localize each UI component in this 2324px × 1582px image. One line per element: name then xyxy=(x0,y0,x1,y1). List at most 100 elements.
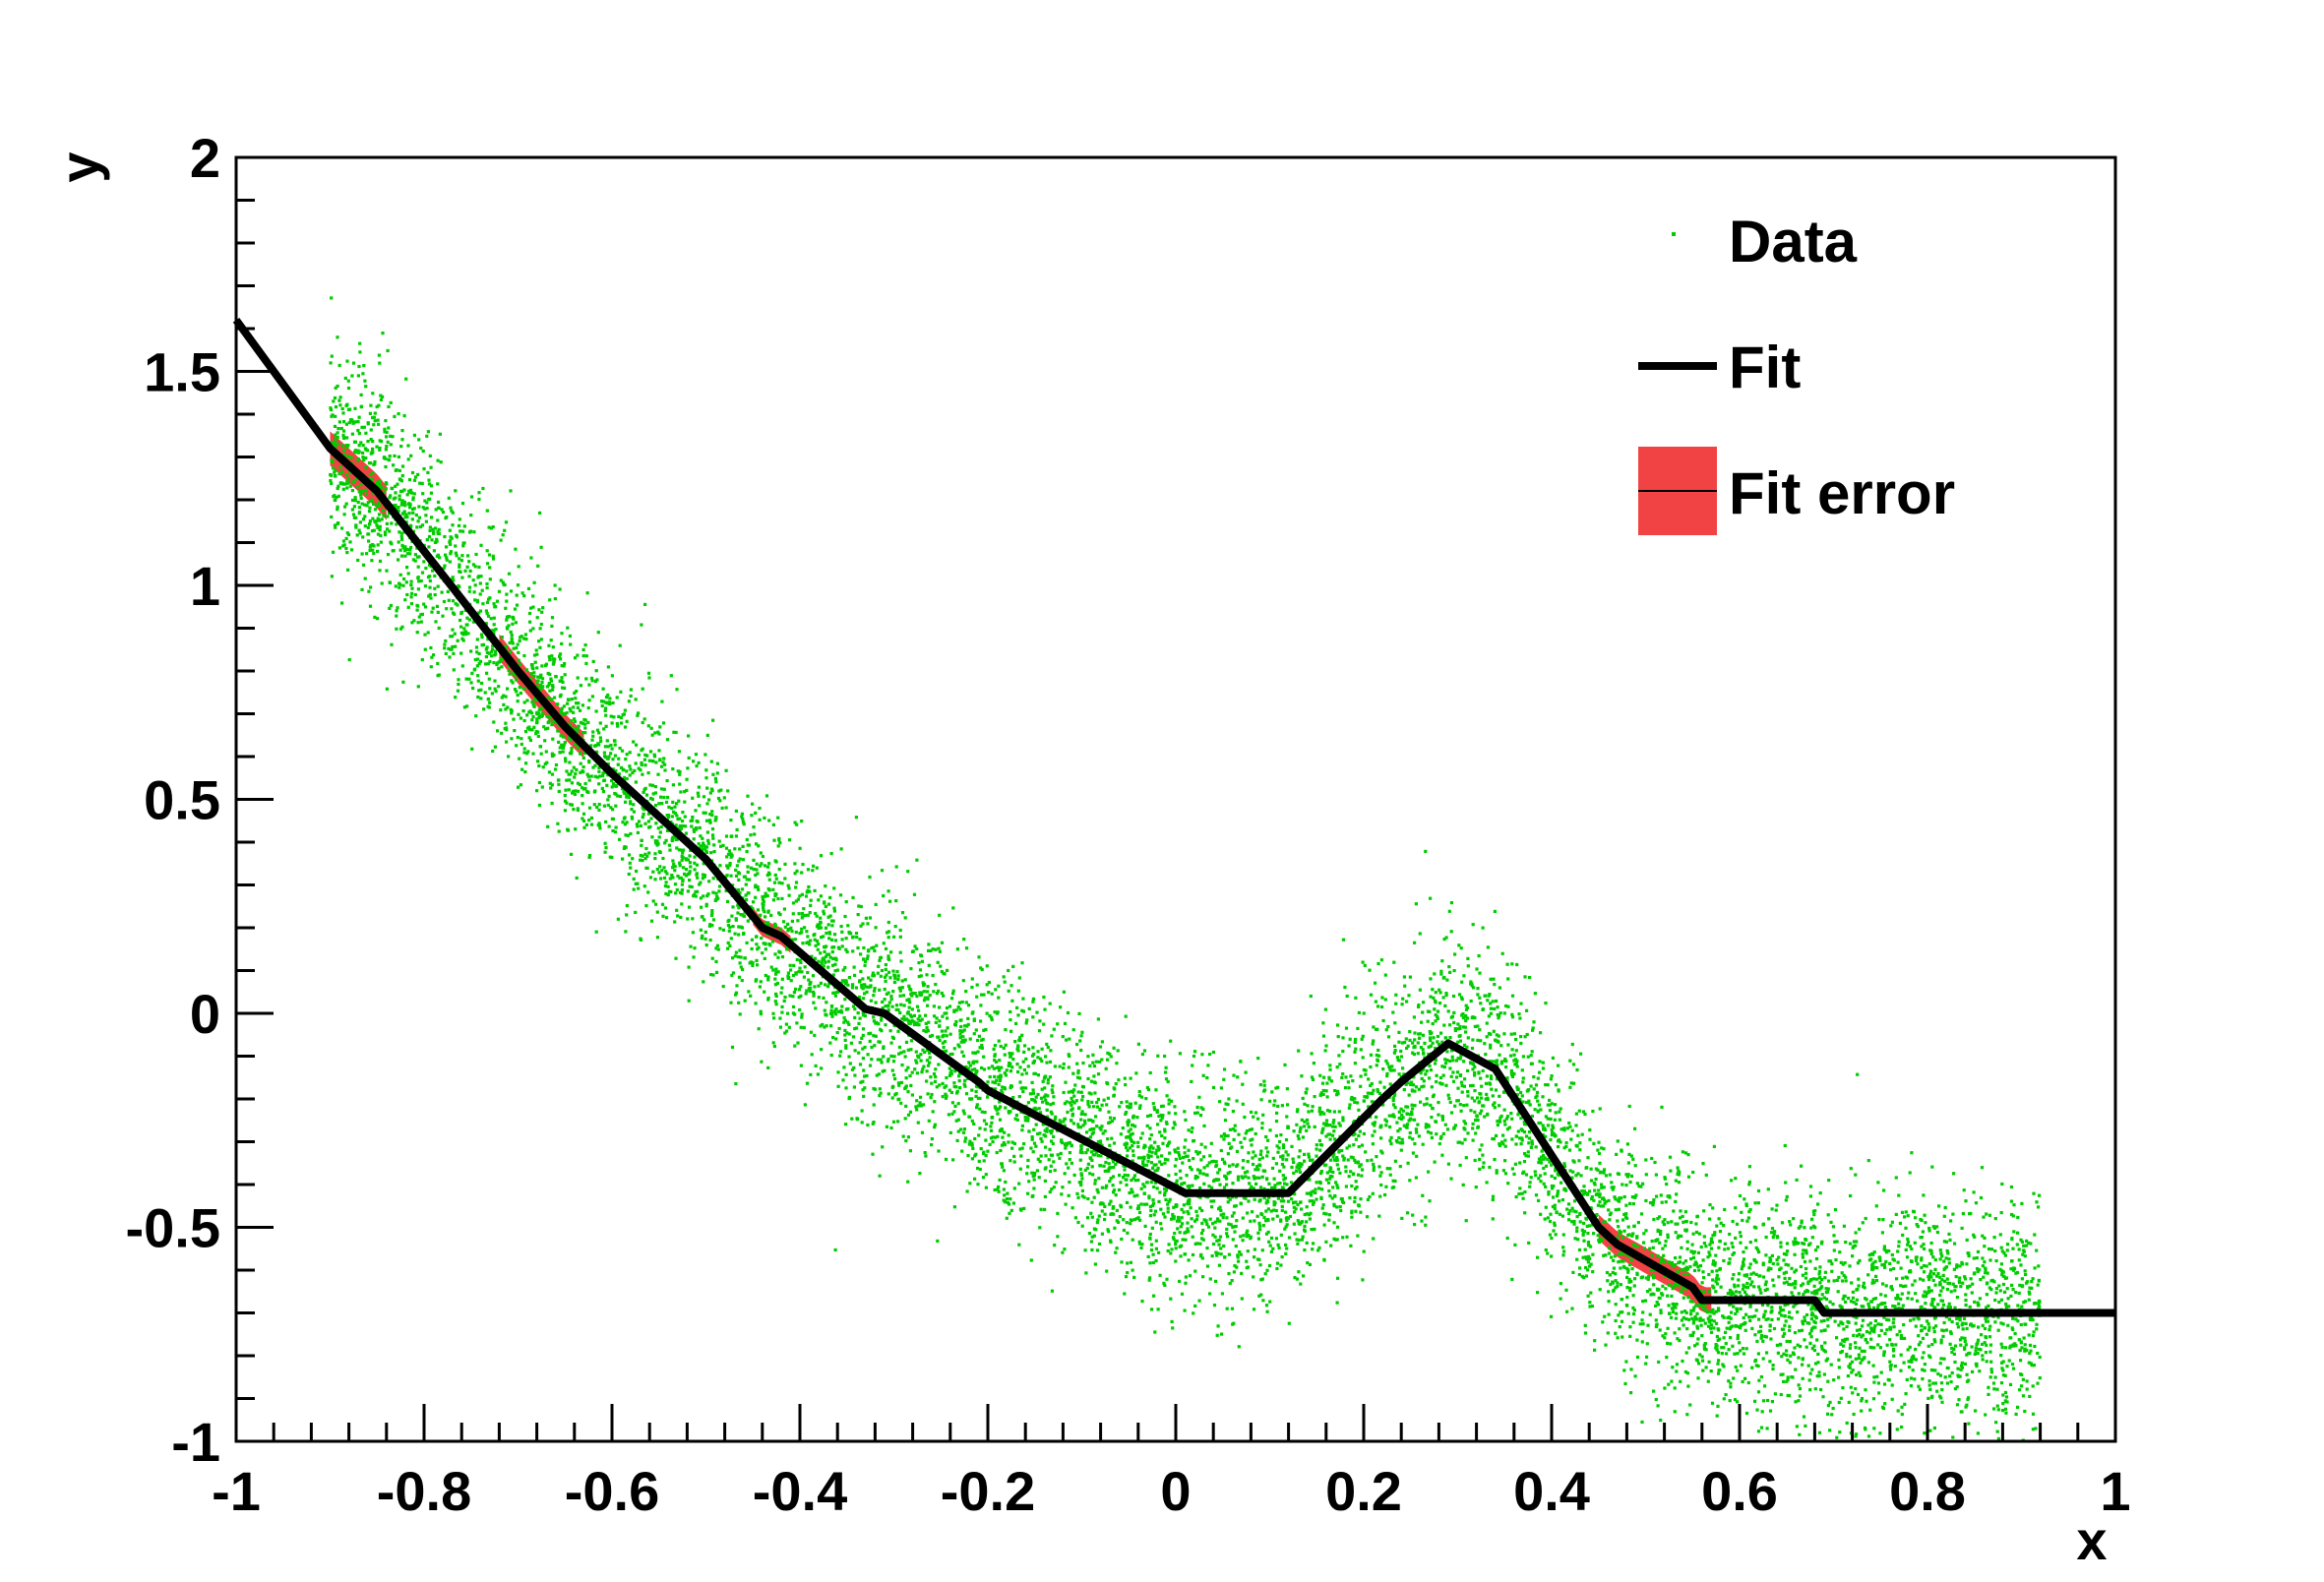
data-point xyxy=(665,795,670,800)
data-point xyxy=(1507,1126,1511,1129)
data-point xyxy=(750,938,754,942)
data-point xyxy=(1198,1254,1203,1258)
data-point xyxy=(740,815,744,819)
data-point xyxy=(1978,1369,1982,1373)
data-point xyxy=(1960,1226,1964,1230)
data-point xyxy=(1650,1253,1654,1257)
data-point xyxy=(1430,1085,1434,1089)
data-point xyxy=(1446,1009,1450,1013)
data-point xyxy=(824,960,827,964)
data-point xyxy=(470,747,474,751)
data-point xyxy=(1032,1052,1036,1056)
data-point xyxy=(1907,1360,1911,1364)
data-point xyxy=(440,590,444,594)
data-point xyxy=(716,947,720,951)
data-point xyxy=(1449,901,1453,905)
data-point xyxy=(357,444,361,448)
data-point xyxy=(1498,1116,1502,1120)
data-point xyxy=(1068,1181,1071,1185)
data-point xyxy=(378,559,383,563)
data-point xyxy=(1855,1288,1859,1292)
data-point xyxy=(1050,1112,1054,1116)
data-point xyxy=(1283,1176,1287,1181)
data-point xyxy=(1808,1259,1812,1263)
data-point xyxy=(1651,1200,1655,1204)
data-point xyxy=(653,839,657,843)
data-point xyxy=(962,1040,966,1044)
data-point xyxy=(619,716,623,720)
data-point xyxy=(1231,1225,1235,1229)
data-point xyxy=(1922,1243,1926,1247)
data-point xyxy=(1019,1154,1023,1158)
data-point xyxy=(1076,1123,1080,1126)
data-point xyxy=(1779,1392,1783,1397)
data-point xyxy=(1718,1230,1723,1234)
data-point xyxy=(1554,1169,1558,1173)
data-point xyxy=(1353,1097,1357,1101)
data-point xyxy=(780,955,785,959)
data-point xyxy=(1073,1083,1077,1087)
data-point xyxy=(1338,1205,1342,1209)
data-point xyxy=(665,828,670,832)
data-point xyxy=(1314,1187,1317,1191)
data-point xyxy=(469,649,473,653)
data-point xyxy=(589,676,594,680)
data-point xyxy=(787,1025,791,1029)
data-point xyxy=(1064,1202,1068,1206)
data-point xyxy=(1107,1162,1111,1166)
data-point xyxy=(1396,1129,1400,1133)
data-point xyxy=(702,862,705,866)
data-point xyxy=(861,922,865,926)
data-point xyxy=(1372,1088,1376,1092)
data-point xyxy=(1894,1212,1898,1216)
data-point xyxy=(1226,1195,1230,1199)
data-point xyxy=(1372,1039,1376,1043)
data-point xyxy=(794,899,798,903)
data-point xyxy=(1631,1294,1635,1298)
data-point xyxy=(356,558,360,563)
data-point xyxy=(898,994,902,998)
data-point xyxy=(711,877,715,881)
data-point xyxy=(569,772,573,776)
data-point xyxy=(572,808,576,812)
data-point xyxy=(1129,1076,1132,1080)
data-point xyxy=(1577,1109,1581,1113)
data-point xyxy=(945,1034,948,1038)
data-point xyxy=(804,992,808,996)
data-point xyxy=(1931,1255,1935,1259)
data-point xyxy=(640,843,643,847)
data-point xyxy=(1986,1271,1989,1275)
data-point xyxy=(1127,1106,1131,1110)
data-point xyxy=(1310,1075,1315,1079)
data-point xyxy=(910,1093,914,1097)
data-point xyxy=(808,889,812,893)
data-point xyxy=(1585,1224,1589,1228)
data-points xyxy=(329,296,2042,1441)
data-point xyxy=(1266,1230,1270,1234)
data-point xyxy=(1328,1067,1332,1071)
data-point xyxy=(812,1001,816,1004)
data-point xyxy=(634,761,638,765)
data-point xyxy=(1048,1075,1052,1079)
data-point xyxy=(1236,1163,1240,1167)
data-point xyxy=(1490,1060,1494,1064)
data-point xyxy=(1629,1174,1633,1178)
data-point xyxy=(1096,1097,1100,1101)
data-point xyxy=(1714,1309,1718,1313)
data-point xyxy=(930,1033,935,1038)
data-point xyxy=(817,943,821,946)
data-point xyxy=(1742,1315,1745,1320)
data-point xyxy=(851,1035,856,1039)
data-point xyxy=(1469,1084,1473,1088)
data-point xyxy=(1582,1221,1586,1225)
data-point xyxy=(1683,1210,1687,1214)
data-point xyxy=(1546,1157,1550,1161)
data-point xyxy=(463,569,467,573)
data-point xyxy=(1919,1340,1923,1344)
data-point xyxy=(1614,1303,1618,1307)
data-point xyxy=(674,823,678,827)
data-point xyxy=(943,1040,948,1044)
data-point xyxy=(1988,1328,1991,1332)
data-point xyxy=(682,848,686,852)
data-point xyxy=(627,853,632,857)
